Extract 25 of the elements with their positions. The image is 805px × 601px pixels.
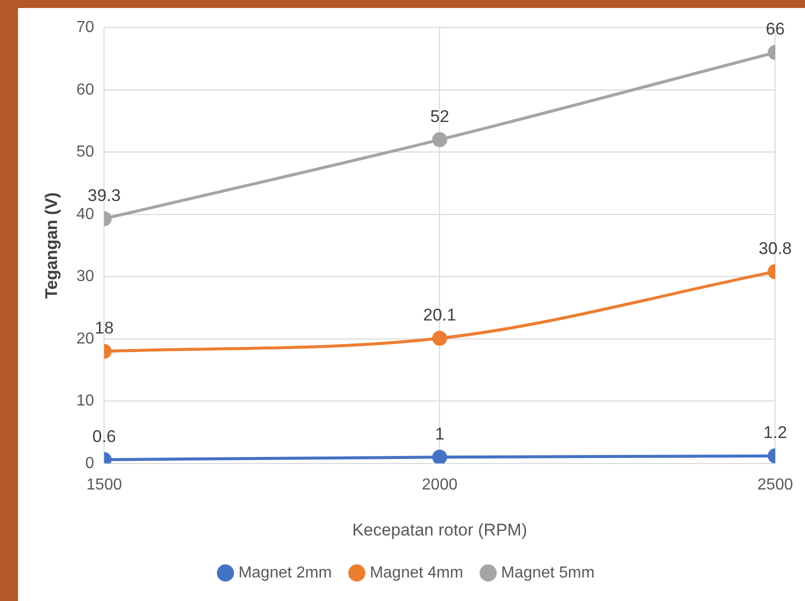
data-label: 39.3 [88,186,121,205]
x-axis-title: Kecepatan rotor (RPM) [352,520,528,540]
legend-label: Magnet 4mm [370,564,464,582]
y-tick-label: 30 [76,268,94,286]
y-tick-label: 70 [76,19,94,36]
y-tick-label: 40 [76,206,94,223]
x-tick-label: 1500 [86,476,122,494]
y-tick-label: 60 [76,81,94,98]
y-axis-title: Tegangan (V) [42,192,61,299]
x-tick-label: 2500 [757,476,794,494]
data-label: 18 [94,318,114,338]
y-tick-label: 20 [76,330,94,348]
y-tick-label: 0 [85,454,94,472]
data-label: 0.6 [92,426,116,446]
legend-label: Magnet 2mm [238,564,332,582]
data-label: 52 [430,106,450,126]
data-label: 20.1 [423,305,456,324]
legend-label: Magnet 5mm [501,564,595,582]
y-tick-label: 50 [76,144,94,161]
data-label: 30.8 [758,238,792,258]
data-label: 1 [434,424,444,444]
y-tick-label: 10 [76,392,94,410]
data-label: 1.2 [763,423,788,442]
x-tick-label: 2000 [422,476,458,494]
data-label: 66 [766,20,785,39]
